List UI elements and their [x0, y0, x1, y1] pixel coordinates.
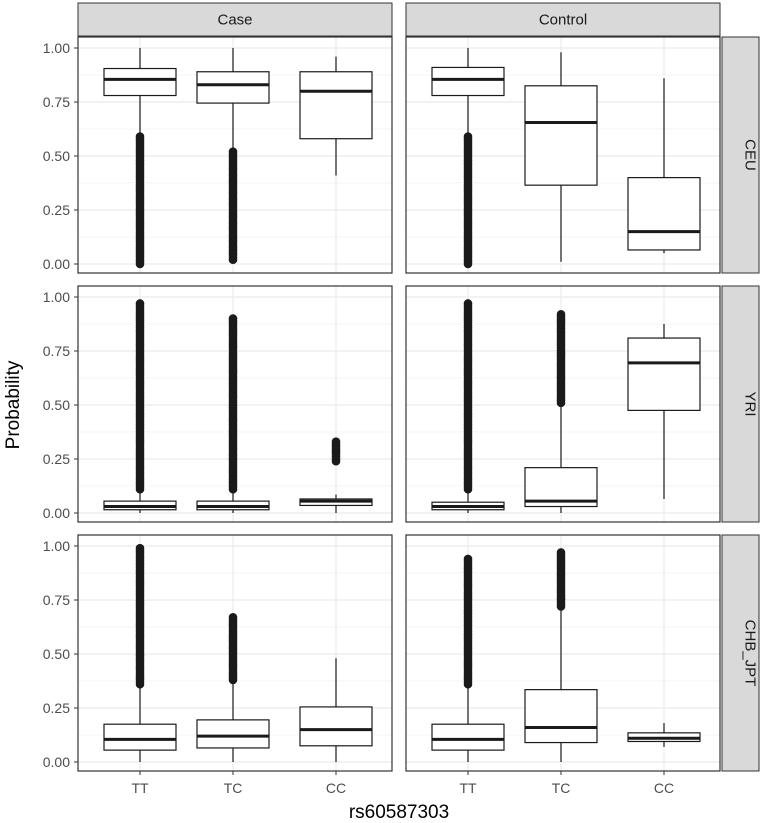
box-cc — [627, 723, 701, 747]
facet-strip-ceu — [721, 36, 760, 274]
box-body — [524, 689, 598, 744]
box-body — [627, 337, 701, 412]
box-body — [299, 706, 373, 747]
panel-border — [77, 534, 393, 772]
panel-control-chb_jpt — [405, 534, 721, 772]
box-body — [196, 719, 270, 749]
panel-control-ceu — [405, 36, 721, 274]
facet-strip-control — [405, 2, 721, 37]
box-body — [103, 67, 177, 97]
y-tick-label: 0.25 — [43, 451, 70, 467]
facet-strip-yri — [721, 285, 760, 523]
box-body — [431, 723, 505, 751]
box-tc — [524, 309, 598, 513]
y-tick-label: 0.50 — [43, 148, 70, 164]
y-tick-label: 0.50 — [43, 646, 70, 662]
x-tick-label: TC — [552, 780, 571, 796]
box-cc — [299, 658, 373, 762]
facet-strip-label-case: Case — [217, 12, 252, 29]
panel-case-ceu — [77, 36, 393, 274]
facet-strip-label-ceu: CEU — [742, 139, 759, 171]
panel-border — [405, 285, 721, 523]
panel-control-yri — [405, 285, 721, 523]
box-body — [299, 71, 373, 140]
box-body — [196, 71, 270, 104]
facet-strip-chb_jpt — [721, 534, 760, 772]
box-tc — [196, 314, 270, 513]
box-tt — [103, 48, 177, 269]
panel-border — [405, 534, 721, 772]
y-tick-label: 1.00 — [43, 289, 70, 305]
facet-strip-label-chb_jpt: CHB_JPT — [742, 620, 759, 687]
box-tc — [196, 612, 270, 762]
y-tick-label: 0.25 — [43, 700, 70, 716]
x-axis-title: rs60587303 — [349, 802, 449, 823]
box-body — [431, 66, 505, 97]
outlier-point — [135, 299, 145, 308]
y-tick-label: 0.75 — [43, 94, 70, 110]
box-cc — [299, 56, 373, 176]
x-tick-label: CC — [326, 780, 346, 796]
outlier-point — [463, 554, 473, 564]
panel-border — [77, 36, 393, 274]
box-tt — [431, 48, 505, 269]
box-tt — [431, 554, 505, 762]
x-tick-label: TT — [131, 780, 149, 796]
panel-border — [77, 285, 393, 523]
y-tick-label: 0.75 — [43, 592, 70, 608]
facet-strip-case — [77, 2, 393, 37]
outlier-point — [463, 299, 473, 308]
box-cc — [299, 437, 373, 513]
y-tick-label: 0.25 — [43, 202, 70, 218]
x-tick-label: CC — [654, 780, 674, 796]
x-tick-label: TC — [224, 780, 243, 796]
box-tc — [524, 52, 598, 262]
box-body — [627, 177, 701, 251]
y-tick-label: 0.00 — [43, 256, 70, 272]
facet-strip-label-yri: YRI — [742, 391, 759, 416]
y-tick-label: 0.75 — [43, 343, 70, 359]
box-tc — [196, 48, 270, 264]
box-tt — [103, 543, 177, 762]
box-body — [103, 723, 177, 751]
y-tick-label: 1.00 — [43, 538, 70, 554]
x-tick-label: TT — [459, 780, 477, 796]
outlier-point — [228, 612, 238, 622]
box-tt — [103, 299, 177, 513]
outlier-point — [135, 543, 145, 553]
outlier-point — [556, 548, 566, 557]
box-cc — [627, 78, 701, 254]
y-tick-label: 0.00 — [43, 505, 70, 521]
panels-layer: Case Control CEU YRI CHB_JPT 0.00 0.25 0.50 0.75… — [43, 2, 760, 796]
box-tt — [431, 299, 505, 513]
box-body — [524, 85, 598, 186]
y-tick-label: 0.00 — [43, 754, 70, 770]
outlier-point — [331, 437, 341, 447]
panel-border — [405, 36, 721, 274]
y-tick-label: 0.50 — [43, 397, 70, 413]
facet-strip-label-control: Control — [539, 12, 587, 29]
outlier-point — [228, 314, 238, 323]
outlier-point — [556, 309, 566, 319]
panel-case-yri — [77, 285, 393, 523]
y-tick-label: 1.00 — [43, 40, 70, 56]
box-cc — [627, 324, 701, 499]
panel-case-chb_jpt — [77, 534, 393, 772]
y-axis-title: Probability — [3, 360, 24, 449]
box-tc — [524, 548, 598, 762]
